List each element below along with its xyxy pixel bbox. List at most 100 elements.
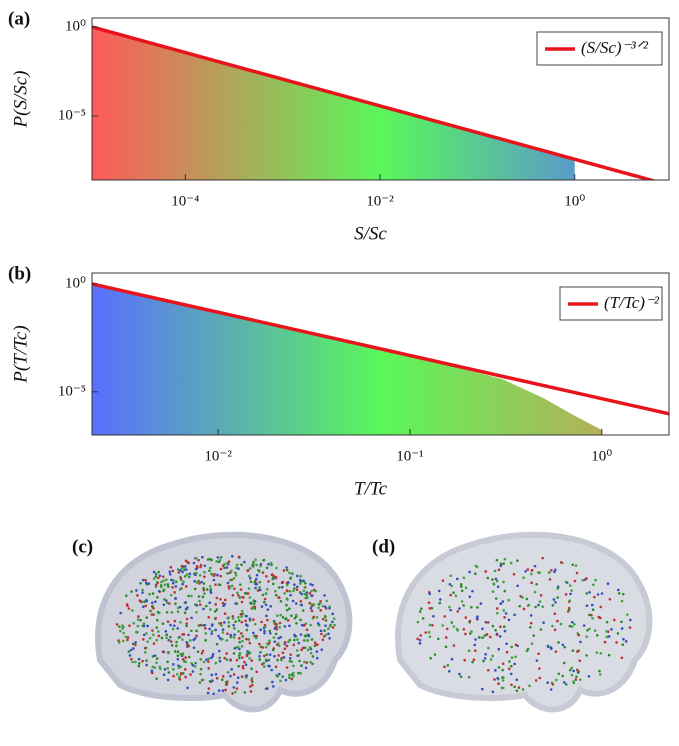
brain-dot	[555, 678, 558, 682]
brain-dot	[240, 620, 244, 624]
brain-dot	[168, 573, 172, 576]
brain-dot	[441, 624, 445, 627]
brain-dot	[588, 627, 591, 631]
brain-dot	[497, 666, 501, 669]
brain-dot	[255, 563, 258, 567]
brain-dot	[162, 673, 166, 677]
brain-dot	[292, 643, 296, 647]
brain-dot	[124, 594, 128, 598]
brain-dot	[301, 609, 305, 612]
brain-dot	[548, 578, 552, 581]
brain-dot	[182, 633, 186, 636]
brain-dot	[158, 665, 162, 669]
brain-dot	[279, 679, 282, 683]
brain-dot	[177, 666, 181, 670]
brain-dot	[187, 633, 190, 637]
brain-dot	[205, 588, 209, 591]
brain-dot	[135, 630, 138, 634]
brain-dot	[292, 664, 295, 668]
brain-dot	[265, 587, 269, 591]
panel-label: (d)	[372, 536, 395, 557]
brain-dot	[192, 561, 196, 565]
brain-dot	[181, 582, 184, 586]
brain-dot	[512, 572, 516, 576]
brain-dot	[285, 608, 289, 612]
brain-dot	[493, 678, 496, 681]
brain-dot	[268, 639, 271, 643]
brain-dot	[199, 563, 203, 567]
brain-dot	[474, 638, 477, 641]
brain-dot	[201, 595, 205, 599]
brain-dot	[549, 688, 553, 691]
brain-dot	[476, 606, 479, 609]
brain-dot	[283, 640, 287, 644]
brain-dot	[267, 658, 271, 662]
brain-dot	[157, 576, 160, 580]
brain-dot	[232, 587, 236, 590]
brain-dot	[546, 644, 550, 648]
brain-dot	[203, 592, 206, 595]
brain-dot	[285, 666, 289, 669]
brain-dot	[169, 640, 173, 643]
brain-dot	[513, 613, 516, 617]
brain-dot	[269, 604, 273, 608]
brain-dot	[452, 644, 456, 647]
brain-dot	[243, 591, 247, 595]
brain-dot	[144, 651, 147, 654]
brain-dot	[296, 638, 299, 641]
brain-dot	[276, 642, 280, 645]
brain-dot	[448, 605, 451, 609]
brain-dot	[225, 658, 229, 661]
brain-dot	[171, 586, 174, 589]
brain-dot	[599, 652, 603, 655]
brain-dot	[265, 614, 268, 618]
brain-dot	[153, 654, 157, 657]
brain-dot	[186, 606, 189, 609]
brain-dot	[473, 643, 477, 647]
brain-dot	[189, 673, 192, 676]
brain-dot	[588, 613, 591, 617]
brain-dot	[187, 644, 191, 648]
brain-dot	[433, 653, 437, 656]
brain-dot	[239, 612, 243, 616]
brain-dot	[563, 681, 566, 684]
brain-dot	[229, 674, 232, 678]
brain-dot	[452, 591, 455, 594]
brain-dot	[149, 609, 152, 613]
brain-dot	[182, 580, 185, 584]
brain-dot	[418, 638, 422, 642]
brain-dot	[493, 569, 497, 573]
brain-dot	[288, 571, 291, 575]
brain-dot	[169, 635, 172, 639]
brain-dot	[299, 618, 302, 622]
brain-dot	[248, 577, 252, 580]
brain-dot	[204, 632, 208, 635]
brain-dot	[254, 586, 257, 590]
brain-dot	[232, 686, 236, 689]
y-tick-label: 10⁰	[65, 275, 86, 291]
brain-dot	[262, 558, 266, 562]
brain-dot	[151, 665, 155, 669]
brain-dot	[160, 636, 164, 640]
brain-dot	[264, 592, 268, 595]
brain-dot	[500, 686, 504, 690]
brain-dot	[312, 603, 316, 606]
brain-dot	[258, 588, 262, 592]
brain-dot	[503, 557, 507, 561]
brain-dot	[551, 603, 555, 607]
brain-dot	[538, 676, 542, 680]
brain-dot	[276, 674, 279, 678]
brain-dot	[198, 582, 201, 585]
brain-dot	[155, 661, 158, 665]
panel-label: (c)	[72, 536, 93, 557]
brain-dot	[427, 601, 431, 604]
brain-dot	[288, 656, 292, 660]
brain-dot	[152, 633, 155, 637]
brain-dot	[225, 652, 228, 655]
x-tick-label: 10⁻²	[204, 448, 232, 464]
brain-dot	[459, 675, 463, 679]
brain-dot	[246, 592, 250, 595]
brain-dot	[184, 565, 187, 568]
brain-dot	[530, 642, 534, 645]
brain-dot	[495, 607, 499, 610]
